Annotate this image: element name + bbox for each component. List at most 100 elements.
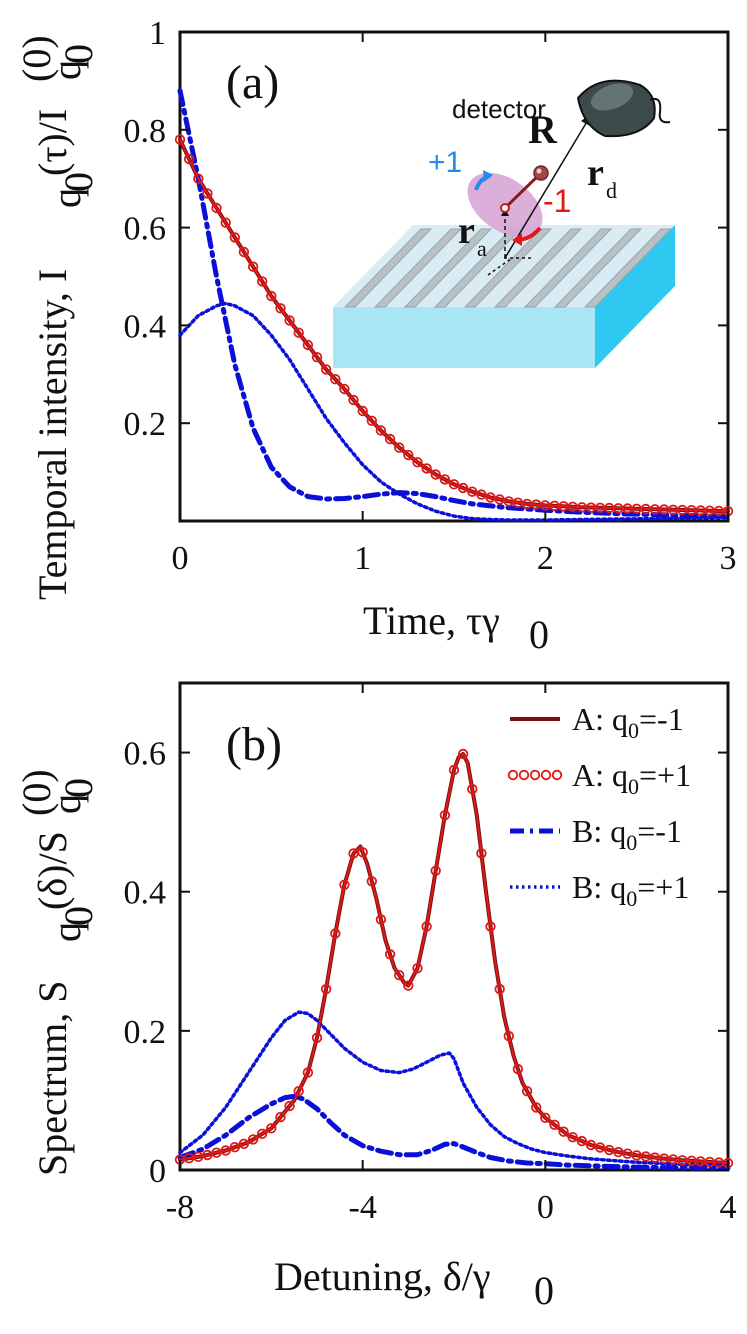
series-marker: [457, 748, 469, 760]
minus-arrowhead: [512, 233, 522, 246]
detector-cable: [649, 97, 671, 124]
series-marker: [293, 1085, 304, 1097]
legend-marker: [540, 769, 552, 781]
grating-ridge: [553, 228, 643, 308]
x-tick-label: 2: [537, 540, 554, 577]
series-marker: [403, 980, 414, 991]
x-tick-label: -8: [166, 1189, 194, 1226]
panel-a-label: (a): [226, 56, 279, 109]
panel-a-ylabel-sub2: q: [44, 60, 89, 80]
series-marker: [585, 1139, 597, 1151]
substrate-front: [333, 307, 595, 368]
series-marker: [394, 970, 405, 981]
series-marker: [320, 983, 332, 995]
series-marker: [467, 783, 478, 795]
series-marker: [257, 276, 268, 287]
series-marker: [448, 479, 460, 490]
series-marker: [302, 339, 314, 351]
grating-ridge: [373, 228, 463, 308]
series-marker: [247, 1134, 259, 1145]
minus-one-label: -1: [543, 183, 571, 219]
x-tick-label: 0: [537, 1189, 554, 1226]
series-marker: [494, 983, 505, 995]
panel-a-ylabel-text: Temporal intensity, I: [30, 269, 75, 600]
detector-label: detector: [452, 94, 546, 124]
panel-b-ylabel-sup: (0): [14, 769, 59, 816]
legend-marker: [518, 769, 530, 781]
y-tick-label: 0.6: [124, 736, 167, 773]
panel-a-ylabel-subsub: 0: [56, 172, 101, 192]
legend-marker: [529, 769, 541, 781]
grating-ridge: [403, 228, 493, 308]
series-marker: [275, 1111, 286, 1123]
series-marker: [375, 425, 387, 436]
legend-label: A: q0=+1: [572, 757, 691, 799]
panel-b-ylabel-subsub: 0: [56, 906, 101, 926]
legend-label: B: q0=+1: [572, 869, 689, 911]
series-marker: [320, 364, 332, 375]
panel-b-legend: A: q0=-1 A: q0=+1 B: q0=-1 B: q0=+1: [507, 701, 691, 911]
dipole-highlight: [536, 168, 542, 174]
series-line-0-1: [179, 138, 729, 513]
series-marker: [604, 1144, 615, 1156]
panel-a-ylabel-subsub2: 0: [56, 44, 101, 64]
y-tick-label: 0.4: [124, 875, 167, 912]
series-marker: [330, 374, 341, 385]
series-marker: [421, 921, 432, 932]
series-marker: [266, 1123, 277, 1134]
series-marker: [540, 1112, 551, 1124]
y-tick-label: 0.8: [124, 113, 167, 150]
series-marker: [284, 315, 295, 326]
R-label: R: [528, 107, 558, 152]
plus-one-label: +1: [428, 146, 462, 179]
rd-label: r: [587, 152, 604, 194]
series-marker: [275, 303, 286, 314]
ra-subscript: a: [477, 236, 487, 261]
series-marker: [394, 442, 405, 453]
series-marker: [293, 327, 304, 338]
series-line-0-3: [178, 301, 730, 522]
panel-b-ylabel-sub: q: [44, 922, 89, 942]
series-marker: [211, 1147, 222, 1158]
series-marker: [330, 928, 341, 939]
series-marker: [339, 383, 350, 395]
ra-label: r: [458, 210, 475, 252]
panel-b-ylabel-sub2: q: [44, 794, 89, 814]
series-marker: [193, 173, 204, 184]
series-marker: [476, 489, 487, 500]
x-tick-label: 1: [354, 540, 371, 577]
y-tick-label: 0.4: [124, 308, 167, 345]
panel-b-xlabel: Detuning, δ/γ 0: [274, 1254, 554, 1313]
panel-a-xlabel-text: Time, τγ: [363, 598, 500, 643]
R-vector: [503, 171, 543, 210]
series-marker: [302, 1067, 314, 1078]
series-marker: [576, 1135, 588, 1147]
inset-schematic: detector R r d r a +1 -1: [333, 79, 675, 368]
series-marker: [284, 1100, 295, 1112]
panel-b-series: [174, 748, 734, 1171]
panel-b-ylabel-text: Spectrum, S: [30, 980, 75, 1176]
series-marker: [311, 352, 323, 363]
legend-label: B: q0=-1: [572, 813, 682, 855]
panel-b-ylabel: Spectrum, S q 0 (δ)/S (0) q 0: [14, 769, 101, 1176]
panel-b-ticks: -8 -4 0 4 0 0.2 0.4 0.6: [124, 683, 737, 1226]
series-marker: [220, 1145, 231, 1156]
series-marker: [348, 394, 359, 406]
series-marker: [567, 1131, 578, 1143]
panel-b-label: (b): [226, 718, 282, 771]
series-marker: [439, 810, 451, 821]
series-marker: [421, 463, 432, 474]
series-marker: [485, 492, 496, 503]
series-marker: [183, 153, 195, 165]
series-line-1-2: [177, 1093, 731, 1171]
series-marker: [531, 1102, 542, 1113]
series-marker: [238, 246, 250, 258]
x-tick-label: 3: [720, 540, 737, 577]
series-marker: [339, 879, 350, 891]
atom-position: [500, 203, 510, 213]
panel-b-ylabel-arg: (δ)/S: [30, 831, 75, 910]
y-tick-label: 0: [149, 1153, 166, 1190]
panel-a: 0 1 2 3 0.2 0.4 0.6 0.8 1 detector: [14, 15, 737, 657]
series-marker: [512, 1063, 524, 1075]
panel-b-xlabel-sub: 0: [534, 1268, 554, 1313]
